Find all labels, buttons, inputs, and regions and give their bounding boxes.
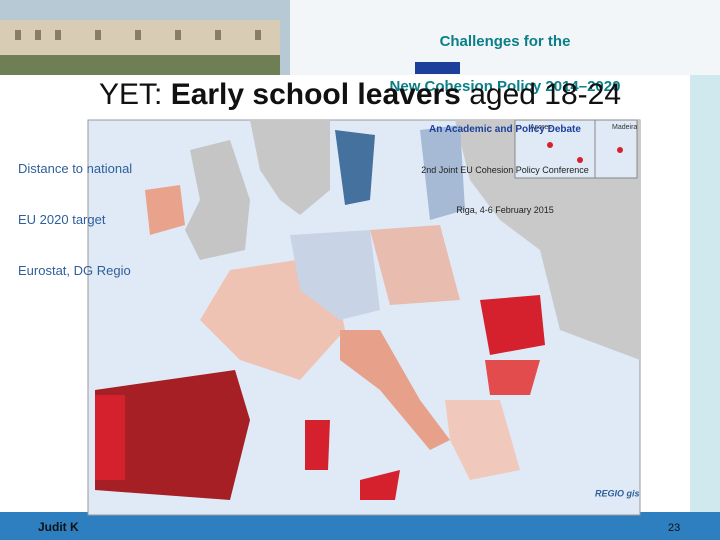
island [577, 157, 583, 163]
caption-line: Eurostat, DG Regio [18, 263, 131, 278]
bulgaria [485, 360, 540, 395]
island [617, 147, 623, 153]
slide-title: YET: Early school leavers aged 18-24 [0, 78, 720, 112]
title-prefix: YET: [98, 78, 163, 111]
land-non-eu [250, 120, 330, 215]
banner-line: Challenges for the [439, 33, 571, 50]
uk [185, 140, 250, 260]
island [547, 142, 553, 148]
banner-line: 2nd Joint EU Cohesion Policy Conference [421, 165, 589, 175]
inset-label: Açores [530, 124, 552, 131]
trees [0, 55, 280, 75]
poland [370, 225, 460, 305]
italy [340, 330, 450, 450]
windows [15, 30, 261, 40]
greece [445, 400, 520, 480]
banner-title: Challenges for the New Cohesion Policy 2… [300, 4, 710, 230]
caption-line: Distance to national [18, 161, 133, 176]
finland-baltics [420, 125, 465, 220]
author: Judit K [38, 520, 79, 534]
ireland [145, 185, 185, 235]
sicily [360, 470, 400, 500]
portugal [95, 395, 125, 480]
side-stripe [690, 75, 720, 515]
germany [290, 230, 380, 320]
spain [95, 370, 250, 500]
sardinia [305, 420, 330, 470]
banner-line: Riga, 4-6 February 2015 [456, 205, 554, 215]
map-credit: REGIO gis [595, 488, 640, 498]
inset-frame [514, 119, 638, 179]
banner-line: An Academic and Policy Debate [429, 124, 581, 135]
land-non-eu [455, 120, 640, 360]
title-bold: Early school leavers [170, 78, 461, 111]
caption: Distance to national EU 2020 target Euro… [18, 126, 132, 296]
title-suffix: aged 18-24 [469, 78, 622, 111]
page-number: 23 [668, 522, 680, 534]
sweden [335, 130, 375, 205]
romania [480, 295, 545, 355]
footer-bar [0, 512, 720, 540]
eu-flag [415, 62, 460, 74]
banner-line: New Cohesion Policy 2014–2020 [389, 78, 621, 95]
caption-line: EU 2020 target [18, 212, 106, 227]
map: Açores Madeira REGIO gis [87, 119, 641, 516]
inset-label: Madeira [612, 124, 637, 131]
